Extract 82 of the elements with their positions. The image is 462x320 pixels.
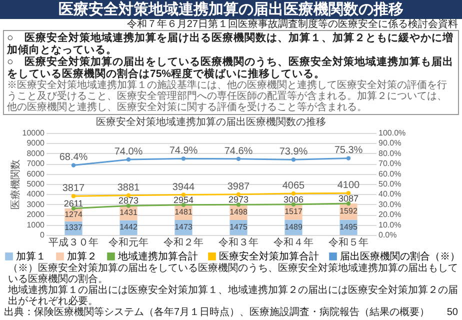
data-label: 1274 (64, 210, 83, 219)
data-label: 1337 (64, 223, 83, 232)
y-tick-label: 5000 (26, 180, 46, 188)
chart-subtitle: 医療安全対策地域連携加算の届出医療機関数の推移 (96, 116, 326, 128)
y2-tick-label: 50.0% (378, 180, 402, 188)
y-tick-label: 8000 (26, 148, 46, 158)
y-tick-label: 0 (40, 230, 46, 240)
y-tick-label: 3000 (26, 200, 46, 209)
x-tick-label: 令和２年 (164, 236, 204, 248)
data-label: 1517 (284, 207, 303, 216)
x-tick-label: 令和３年 (218, 236, 258, 248)
point (346, 156, 351, 160)
text: 地域連携加算１の届出には医療安全対策加算１、地域連携加算２の届出には医療安全対策加算２の届出がそれぞれ必要。 (8, 285, 459, 307)
data-label: 1495 (340, 222, 358, 232)
text: ○ 医療安全対策加算の届出をしている医療機関のうち、医療安全対策地域連携加算も届出をしている医療機関の割合は75%程度で横ばいに推移している。 (7, 56, 454, 80)
data-label: 1475 (230, 222, 248, 232)
text: ※医療安全対策地域連携加算１の施設基準には、他の医療機関と連携して医療安全対策の評価を行うこと及び受けること、医療安全管理部門への専任医師の配置等が含まれる。加算２については、他の医療機関と連携し、医療安全対策に関する評価を受けること等が含まれる。 (7, 80, 448, 113)
data-label: 1481 (174, 207, 193, 216)
y-tick-label: 10000 (22, 128, 46, 138)
y2-tick-label: 90.0% (378, 138, 402, 148)
y-tick-label: 7000 (26, 159, 46, 168)
legend-label: 地域連携加算合計 (117, 250, 198, 262)
point (126, 157, 131, 162)
data-label: 2954 (173, 194, 194, 205)
data-label: 3087 (338, 194, 359, 204)
y2-tick-label: 0.0% (378, 230, 397, 240)
data-label: 1431 (120, 208, 138, 217)
data-label: 3817 (62, 183, 86, 194)
point (236, 156, 241, 162)
data-label: 74.0% (114, 146, 143, 158)
point (71, 163, 76, 168)
y-tick-label: 2000 (26, 210, 46, 220)
data-label: 2873 (118, 196, 139, 206)
y2-tick-label: 100.0% (378, 128, 406, 138)
data-label: 2611 (64, 198, 84, 208)
data-label: 4100 (337, 180, 360, 192)
point (291, 158, 296, 162)
chart-title: 医療安全対策地域連携加算の届出医療機関数の推移 (0, 0, 462, 19)
point (181, 156, 186, 161)
data-label: 73.9% (279, 146, 308, 158)
data-label: 3006 (283, 194, 304, 204)
text: 令和７年６月27日第１回医療事故調査制度等の医療安全に係る検討会資料 (126, 19, 459, 30)
data-label: 1473 (174, 222, 193, 232)
y2-tick-label: 10.0% (378, 220, 402, 230)
data-label: 2973 (228, 194, 249, 205)
data-label: 68.4% (59, 152, 88, 164)
data-label: 3881 (117, 182, 140, 194)
point (291, 191, 296, 196)
legend-label: 加算１ (16, 250, 46, 262)
text: ○ 医療安全対策地域連携加算を届け出る医療機関数は、加算１、加算２ともに緩やかに増加傾向となっている。 (7, 32, 454, 56)
legend-label: 医療安全対策加算合計 (219, 250, 319, 262)
y-tick-label: 9000 (26, 138, 46, 148)
y-tick-label: 1000 (26, 220, 46, 230)
x-tick-label: 令和元年 (108, 236, 148, 248)
point (71, 194, 76, 198)
y2-tick-label: 20.0% (378, 210, 402, 220)
data-label: 74.9% (169, 146, 198, 157)
text: 50 (446, 307, 458, 318)
y2-tick-label: 30.0% (378, 200, 402, 209)
y-tick-label: 4000 (26, 190, 46, 199)
y-tick-label: 6000 (26, 169, 46, 178)
x-tick-label: 平成３０年 (48, 236, 98, 248)
data-label: 4065 (282, 180, 306, 192)
y2-tick-label: 60.0% (378, 169, 402, 178)
data-label: 3944 (172, 182, 196, 193)
data-label: 3987 (227, 181, 250, 192)
legend-label: 届出医療機関の割合（※） (340, 250, 460, 262)
data-label: 1592 (340, 206, 358, 216)
legend-label: 加算２ (67, 250, 97, 262)
y-axis-title: 医療機関数 (9, 160, 22, 210)
y2-tick-label: 70.0% (378, 159, 402, 168)
data-label: 1442 (120, 222, 138, 232)
data-label: 74.6% (224, 146, 253, 157)
x-tick-label: 令和５年 (328, 236, 368, 248)
y2-tick-label: 80.0% (378, 148, 402, 158)
source-note: 出典：保険医療機関等システム（各年7月１日時点）、医療施設調査・病院報告（結果の概要） (4, 307, 430, 318)
data-label: 1498 (230, 207, 248, 216)
y2-tick-label: 40.0% (378, 190, 402, 199)
x-tick-label: 令和４年 (274, 236, 314, 248)
data-label: 1489 (284, 222, 303, 232)
text: （※）医療安全対策加算の届出をしている医療機関のうち、医療安全対策地域連携加算の届出もしている医療機関の割合。 (7, 263, 459, 285)
data-label: 75.3% (334, 145, 363, 156)
